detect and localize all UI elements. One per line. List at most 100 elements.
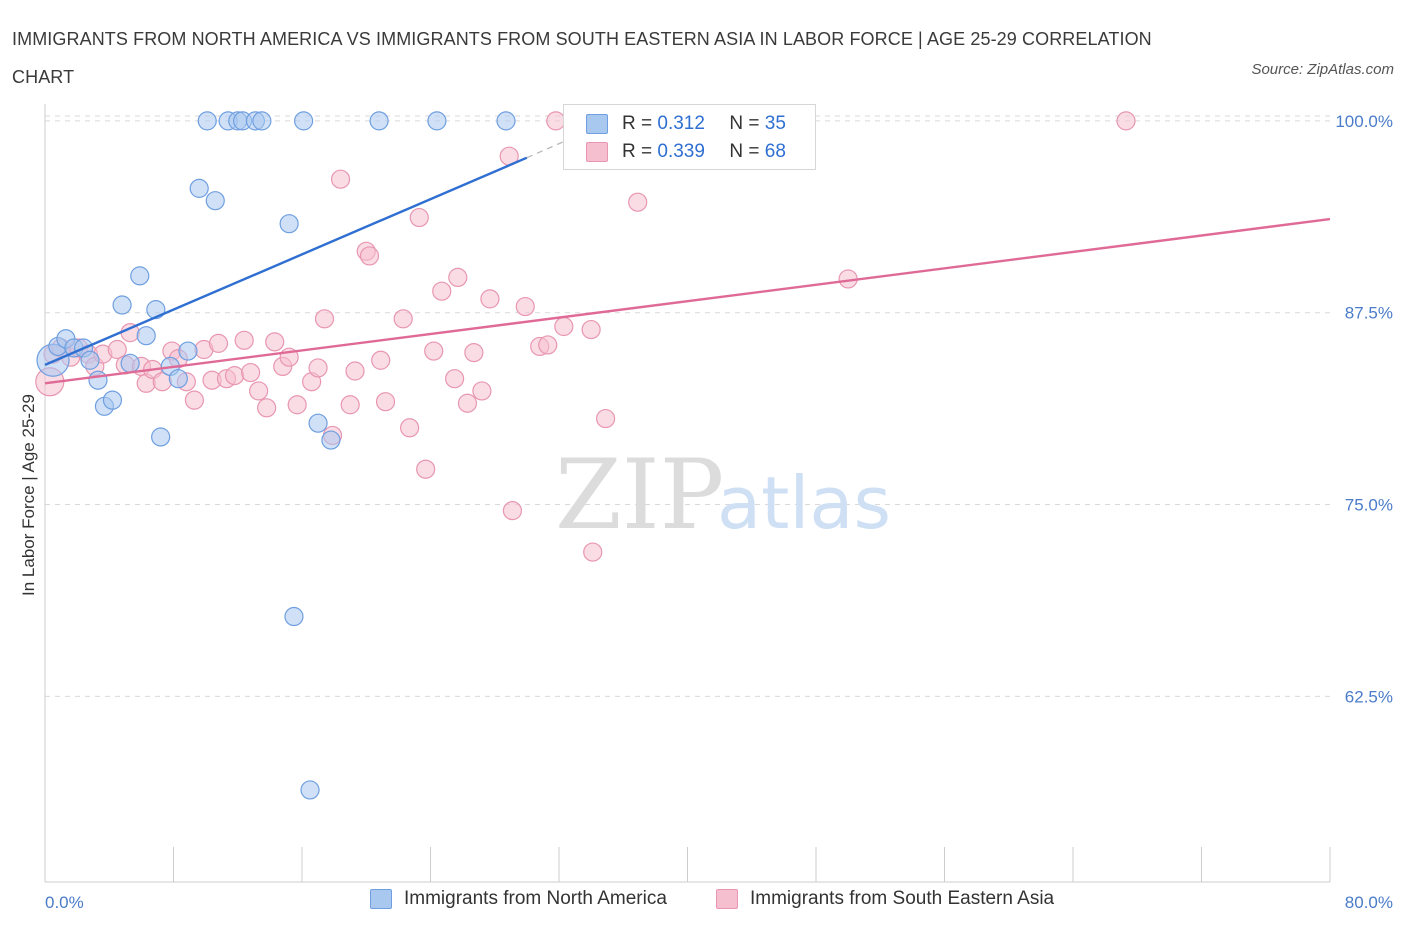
point-north-america <box>205 191 225 211</box>
point-south-eastern-asia <box>208 333 229 353</box>
point-north-america <box>151 427 171 447</box>
legend-r-value: 0.339 <box>657 141 705 162</box>
series-north-america-points <box>36 111 516 800</box>
bottom-legend-swatch-blue <box>370 889 392 909</box>
point-south-eastern-asia <box>583 542 603 562</box>
legend-n-label: N = <box>729 113 765 134</box>
point-north-america <box>136 326 156 346</box>
point-south-eastern-asia <box>257 398 277 418</box>
bottom-legend-label-north-america: Immigrants from North America <box>404 888 667 909</box>
point-north-america <box>252 111 272 131</box>
point-south-eastern-asia <box>595 408 616 429</box>
point-south-eastern-asia <box>538 335 558 355</box>
legend-r-value: 0.312 <box>657 113 705 134</box>
axes <box>44 104 1331 883</box>
point-south-eastern-asia <box>314 309 335 329</box>
point-north-america <box>294 111 314 131</box>
point-south-eastern-asia <box>375 392 396 412</box>
point-south-eastern-asia <box>345 361 365 381</box>
watermark-atlas: atlas <box>717 461 891 545</box>
bottom-legend-label-south-eastern-asia: Immigrants from South Eastern Asia <box>750 888 1055 909</box>
x-tick-label: 0.0% <box>45 893 84 912</box>
point-north-america <box>130 266 150 286</box>
trendline-north-america <box>44 156 528 366</box>
point-south-eastern-asia <box>265 332 285 352</box>
bottom-legend-south-eastern-asia: Immigrants from South Eastern Asia <box>716 888 1054 910</box>
point-north-america <box>300 780 320 800</box>
point-north-america <box>112 295 132 315</box>
watermark-zip: ZIP <box>555 439 724 551</box>
legend-r-label: R = <box>622 141 658 162</box>
point-south-eastern-asia <box>400 418 420 438</box>
point-north-america <box>189 178 209 198</box>
trendline-south-eastern-asia <box>44 217 1331 385</box>
point-north-america <box>369 111 389 131</box>
trend-lines <box>44 132 1331 385</box>
point-north-america <box>284 606 304 627</box>
legend-row-south-eastern-asia: R = 0.339 N = 68 <box>586 140 786 164</box>
y-axis-title: In Labor Force | Age 25-29 <box>19 394 38 596</box>
legend: R = 0.312 N = 35 R = 0.339 N = 68 <box>563 104 816 170</box>
bottom-legend-swatch-pink <box>716 889 738 909</box>
point-south-eastern-asia <box>234 330 254 350</box>
source-label: Source: ZipAtlas.com <box>1251 61 1394 78</box>
point-south-eastern-asia <box>515 296 535 317</box>
point-north-america <box>80 350 100 370</box>
y-tick-label: 87.5% <box>1345 304 1393 323</box>
point-south-eastern-asia <box>464 342 484 363</box>
point-south-eastern-asia <box>502 501 523 521</box>
point-south-eastern-asia <box>308 358 328 378</box>
grid-lines <box>45 115 1330 697</box>
point-south-eastern-asia <box>554 316 574 337</box>
point-south-eastern-asia <box>1116 111 1136 131</box>
legend-n-label: N = <box>729 141 765 162</box>
point-south-eastern-asia <box>359 246 380 266</box>
point-south-eastern-asia <box>241 362 261 383</box>
point-north-america <box>197 111 217 131</box>
y-tick-label: 75.0% <box>1345 496 1393 515</box>
point-south-eastern-asia <box>287 395 307 415</box>
watermark: ZIP atlas <box>555 439 891 551</box>
point-south-eastern-asia <box>581 319 601 340</box>
y-tick-label: 62.5% <box>1345 687 1393 706</box>
point-south-eastern-asia <box>444 369 465 389</box>
y-tick-label: 100.0% <box>1335 112 1393 131</box>
point-south-eastern-asia <box>340 395 360 415</box>
point-north-america <box>120 353 140 373</box>
legend-swatch-blue <box>586 114 608 134</box>
point-north-america <box>88 370 108 390</box>
point-north-america <box>427 111 447 131</box>
point-north-america <box>321 430 341 450</box>
point-south-eastern-asia <box>416 459 436 479</box>
legend-n-value: 68 <box>764 141 786 162</box>
point-north-america <box>168 369 188 389</box>
bottom-legend-north-america: Immigrants from North America <box>370 888 667 910</box>
point-south-eastern-asia <box>330 169 351 189</box>
point-south-eastern-asia <box>480 289 500 309</box>
point-north-america <box>102 390 123 410</box>
point-south-eastern-asia <box>371 350 391 370</box>
point-north-america <box>496 111 516 131</box>
tick-labels: 100.0% 87.5% 75.0% 62.5% 0.0% 80.0% <box>45 112 1393 912</box>
point-south-eastern-asia <box>393 309 413 329</box>
point-south-eastern-asia <box>107 339 127 360</box>
point-south-eastern-asia <box>472 381 492 401</box>
x-tick-label: 80.0% <box>1345 893 1393 912</box>
point-north-america <box>279 214 299 234</box>
point-south-eastern-asia <box>448 267 468 288</box>
legend-row-north-america: R = 0.312 N = 35 <box>586 112 786 136</box>
legend-r-label: R = <box>622 113 658 134</box>
point-south-eastern-asia <box>432 281 452 301</box>
point-south-eastern-asia <box>184 390 204 410</box>
point-south-eastern-asia <box>409 207 429 228</box>
chart-title: IMMIGRANTS FROM NORTH AMERICA VS IMMIGRA… <box>12 29 1152 87</box>
point-south-eastern-asia <box>249 381 269 401</box>
point-south-eastern-asia <box>457 393 478 413</box>
point-south-eastern-asia <box>424 341 444 361</box>
point-south-eastern-asia <box>224 366 245 386</box>
legend-n-value: 35 <box>764 113 786 134</box>
point-north-america <box>178 341 198 361</box>
legend-swatch-pink <box>586 142 608 162</box>
point-south-eastern-asia <box>628 192 648 212</box>
